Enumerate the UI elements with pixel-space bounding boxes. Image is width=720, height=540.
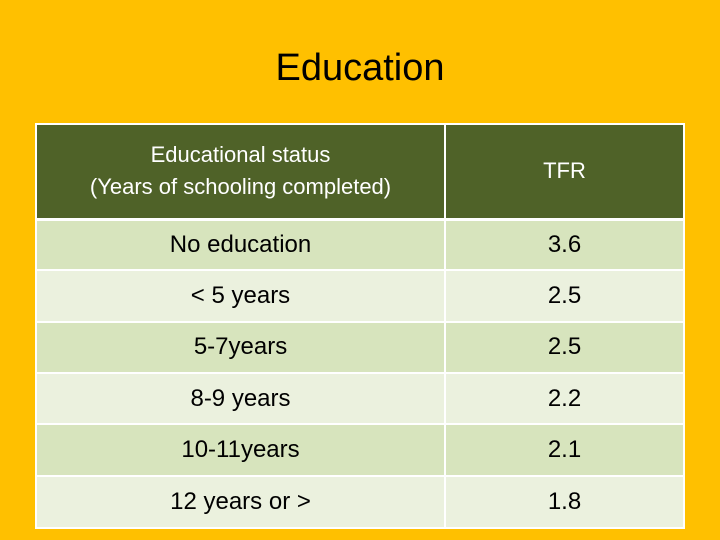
- data-table: Educational status (Years of schooling c…: [37, 125, 683, 527]
- cell-status: < 5 years: [37, 270, 446, 323]
- table-row: 5-7years 2.5: [37, 321, 683, 374]
- cell-tfr: 2.2: [445, 372, 683, 426]
- header-educational-status: Educational status (Years of schooling c…: [37, 125, 446, 221]
- cell-status: 12 years or >: [37, 475, 446, 527]
- cell-tfr: 2.5: [445, 270, 683, 323]
- table-row: 8-9 years 2.2: [37, 372, 683, 426]
- table-header-row: Educational status (Years of schooling c…: [37, 125, 683, 221]
- table-row: 12 years or > 1.8: [37, 475, 683, 527]
- cell-status: 5-7years: [37, 321, 446, 374]
- table-row: No education 3.6: [37, 219, 683, 272]
- header-tfr: TFR: [445, 125, 683, 221]
- cell-status: No education: [37, 219, 446, 272]
- slide-title: Education: [275, 47, 445, 89]
- header-status-line1: Educational status: [150, 142, 331, 168]
- cell-tfr: 2.5: [445, 321, 683, 374]
- table-row: 10-11years 2.1: [37, 424, 683, 477]
- cell-tfr: 1.8: [445, 475, 683, 527]
- cell-tfr: 2.1: [445, 424, 683, 477]
- table-row: < 5 years 2.5: [37, 270, 683, 323]
- cell-status: 8-9 years: [37, 372, 446, 426]
- cell-tfr: 3.6: [445, 219, 683, 272]
- education-table: Educational status (Years of schooling c…: [35, 123, 685, 529]
- cell-status: 10-11years: [37, 424, 446, 477]
- header-status-line2: (Years of schooling completed): [89, 174, 392, 200]
